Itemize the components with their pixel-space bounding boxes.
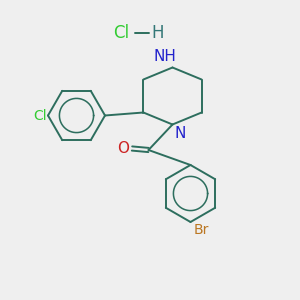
Text: N: N xyxy=(175,126,186,141)
Text: O: O xyxy=(117,141,129,156)
Text: Cl: Cl xyxy=(33,109,46,122)
Text: Br: Br xyxy=(194,224,209,238)
Text: H: H xyxy=(152,24,164,42)
Text: Cl: Cl xyxy=(113,24,129,42)
Text: NH: NH xyxy=(154,49,176,64)
